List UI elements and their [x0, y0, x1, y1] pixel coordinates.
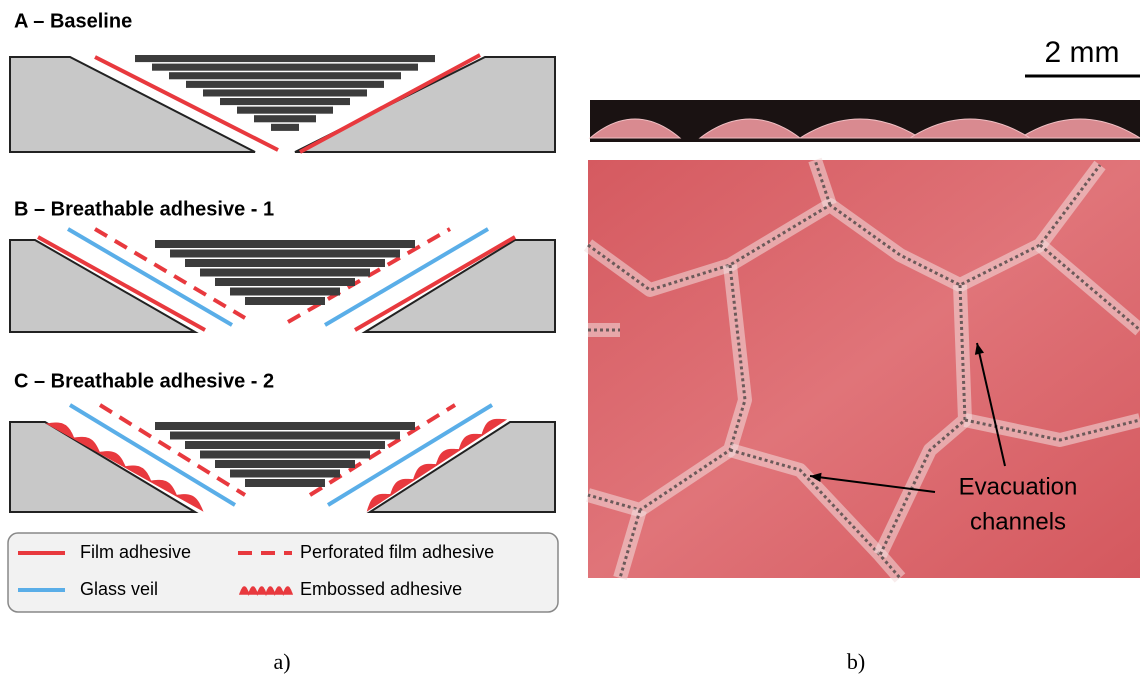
scale-label: 2 mm	[1045, 36, 1120, 69]
ply	[155, 422, 415, 430]
ply	[245, 297, 325, 305]
row-title: C – Breathable adhesive - 2	[14, 370, 274, 392]
panel-label: b)	[847, 649, 865, 674]
row-title: B – Breathable adhesive - 1	[14, 198, 274, 220]
ply	[169, 72, 401, 79]
panel-label: a)	[273, 649, 290, 674]
ply	[215, 460, 355, 468]
row-title: A – Baseline	[14, 10, 132, 32]
panel-a: A – Baseline B – Breathable adhesive - 1…	[8, 10, 558, 674]
figure: A – Baseline B – Breathable adhesive - 1…	[0, 0, 1140, 684]
legend-label: Perforated film adhesive	[300, 542, 494, 562]
ply	[185, 441, 385, 449]
ply	[186, 81, 384, 88]
ply	[203, 89, 367, 96]
annotation: Evacuation	[959, 473, 1078, 500]
ply	[215, 278, 355, 286]
ply	[245, 479, 325, 487]
ply	[230, 470, 340, 478]
ply	[200, 269, 370, 277]
ply	[237, 107, 333, 114]
ply	[254, 115, 316, 122]
tool	[10, 422, 195, 512]
ply	[185, 259, 385, 267]
annotation: channels	[970, 508, 1066, 535]
ply	[220, 98, 350, 105]
ply	[155, 240, 415, 248]
ply	[170, 250, 400, 258]
ply	[170, 432, 400, 440]
legend-label: Embossed adhesive	[300, 579, 462, 599]
ply	[135, 55, 435, 62]
legend-label: Film adhesive	[80, 542, 191, 562]
ply	[271, 124, 299, 131]
legend-label: Glass veil	[80, 579, 158, 599]
ply	[230, 288, 340, 296]
ply	[152, 64, 418, 71]
panel-b: 2 mm Evacuation channels b)	[588, 36, 1140, 674]
ply	[200, 451, 370, 459]
tool	[10, 57, 255, 152]
